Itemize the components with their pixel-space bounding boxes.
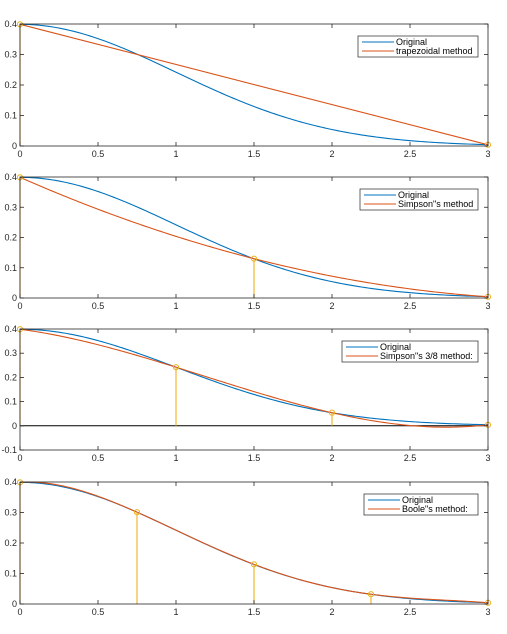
y-tick-label: 0.1 [4,397,17,407]
x-tick-label: 0 [17,453,22,463]
node-marker [250,255,258,262]
y-tick-label: 0 [12,141,17,151]
subplot-simpson: 0 0.5 1 1.5 2 2.5 3 0 0.1 0.2 0.3 0.4 OriginalSimpso… [4,172,492,311]
series-line-original [19,328,489,426]
legend-label: Boole"s method: [402,504,468,514]
legend-box [363,493,479,516]
legend-label: Simpson"s method [398,199,473,209]
x-tick-label: 1.5 [248,301,261,311]
y-tick-label: 0.1 [4,111,17,121]
x-tick-label: 2 [329,453,334,463]
node-marker [133,509,141,516]
x-tick-label: 1.5 [248,149,261,159]
legend-box [359,188,479,211]
x-tick-label: 2 [329,149,334,159]
node-marker [367,591,375,598]
x-tick-label: 0.5 [92,149,105,159]
y-tick-label: 0.2 [4,538,17,548]
x-tick-label: 2.5 [404,607,417,617]
x-tick-label: 1 [173,301,178,311]
x-tick-label: 0.5 [92,301,105,311]
y-tick-label: 0.4 [4,324,17,334]
y-tick-label: 0 [12,293,17,303]
y-tick-label: 0.3 [4,50,17,60]
x-tick-label: 3 [485,149,490,159]
y-tick-label: 0.4 [4,19,17,29]
x-tick-label: 2 [329,301,334,311]
y-tick-label: -0.1 [1,445,17,455]
y-tick-label: 0.3 [4,348,17,358]
legend-label: trapezoidal method [396,46,473,56]
y-tick-label: 0 [12,599,17,609]
y-tick-label: 0.3 [4,508,17,518]
x-tick-label: 0 [17,301,22,311]
x-tick-label: 3 [485,453,490,463]
x-tick-label: 1 [173,453,178,463]
y-tick-label: 0.4 [4,477,17,487]
x-tick-label: 2.5 [404,453,417,463]
subplot-boole: 0 0.5 1 1.5 2 2.5 3 0 0.1 0.2 0.3 0.4 OriginalBoole"… [4,477,492,617]
y-tick-label: 0.1 [4,569,17,579]
series-line-approximation [19,328,489,428]
x-tick-label: 1 [173,607,178,617]
x-tick-label: 0 [17,607,22,617]
legend-label: Original [396,37,427,47]
y-tick-label: 0.2 [4,233,17,243]
x-tick-label: 1 [173,149,178,159]
legend-label: Original [380,342,411,352]
x-tick-label: 3 [485,301,490,311]
subplot-simpson-3-8: 0 0.5 1 1.5 2 2.5 3-0.100.10.20.30.4OriginalSi… [1,324,492,463]
x-tick-label: 2.5 [404,149,417,159]
node-marker [250,561,258,568]
x-tick-label: 2.5 [404,301,417,311]
y-tick-label: 0 [12,421,17,431]
node-marker [172,364,180,371]
y-tick-label: 0.2 [4,372,17,382]
x-tick-label: 0.5 [92,607,105,617]
node-marker [328,409,336,416]
legend-box [341,340,479,363]
legend-box [357,35,479,58]
x-tick-label: 1.5 [248,607,261,617]
y-tick-label: 0.1 [4,263,17,273]
subplot-trapezoidal: 0 0.5 1 1.5 2 2.5 3 0 0.1 0.2 0.3 0.4 Originaltrapez… [4,19,492,159]
x-tick-label: 1.5 [248,453,261,463]
x-tick-label: 0.5 [92,453,105,463]
legend-label: Original [398,190,429,200]
legend-label: Original [402,495,433,505]
x-tick-label: 3 [485,607,490,617]
legend-label: Simpson"s 3/8 method: [380,351,473,361]
series-line-original [19,23,489,146]
x-tick-label: 0 [17,149,22,159]
y-tick-label: 0.2 [4,80,17,90]
y-tick-label: 0.3 [4,202,17,212]
y-tick-label: 0.4 [4,172,17,182]
series-line-approximation [19,23,489,146]
x-tick-label: 2 [329,607,334,617]
